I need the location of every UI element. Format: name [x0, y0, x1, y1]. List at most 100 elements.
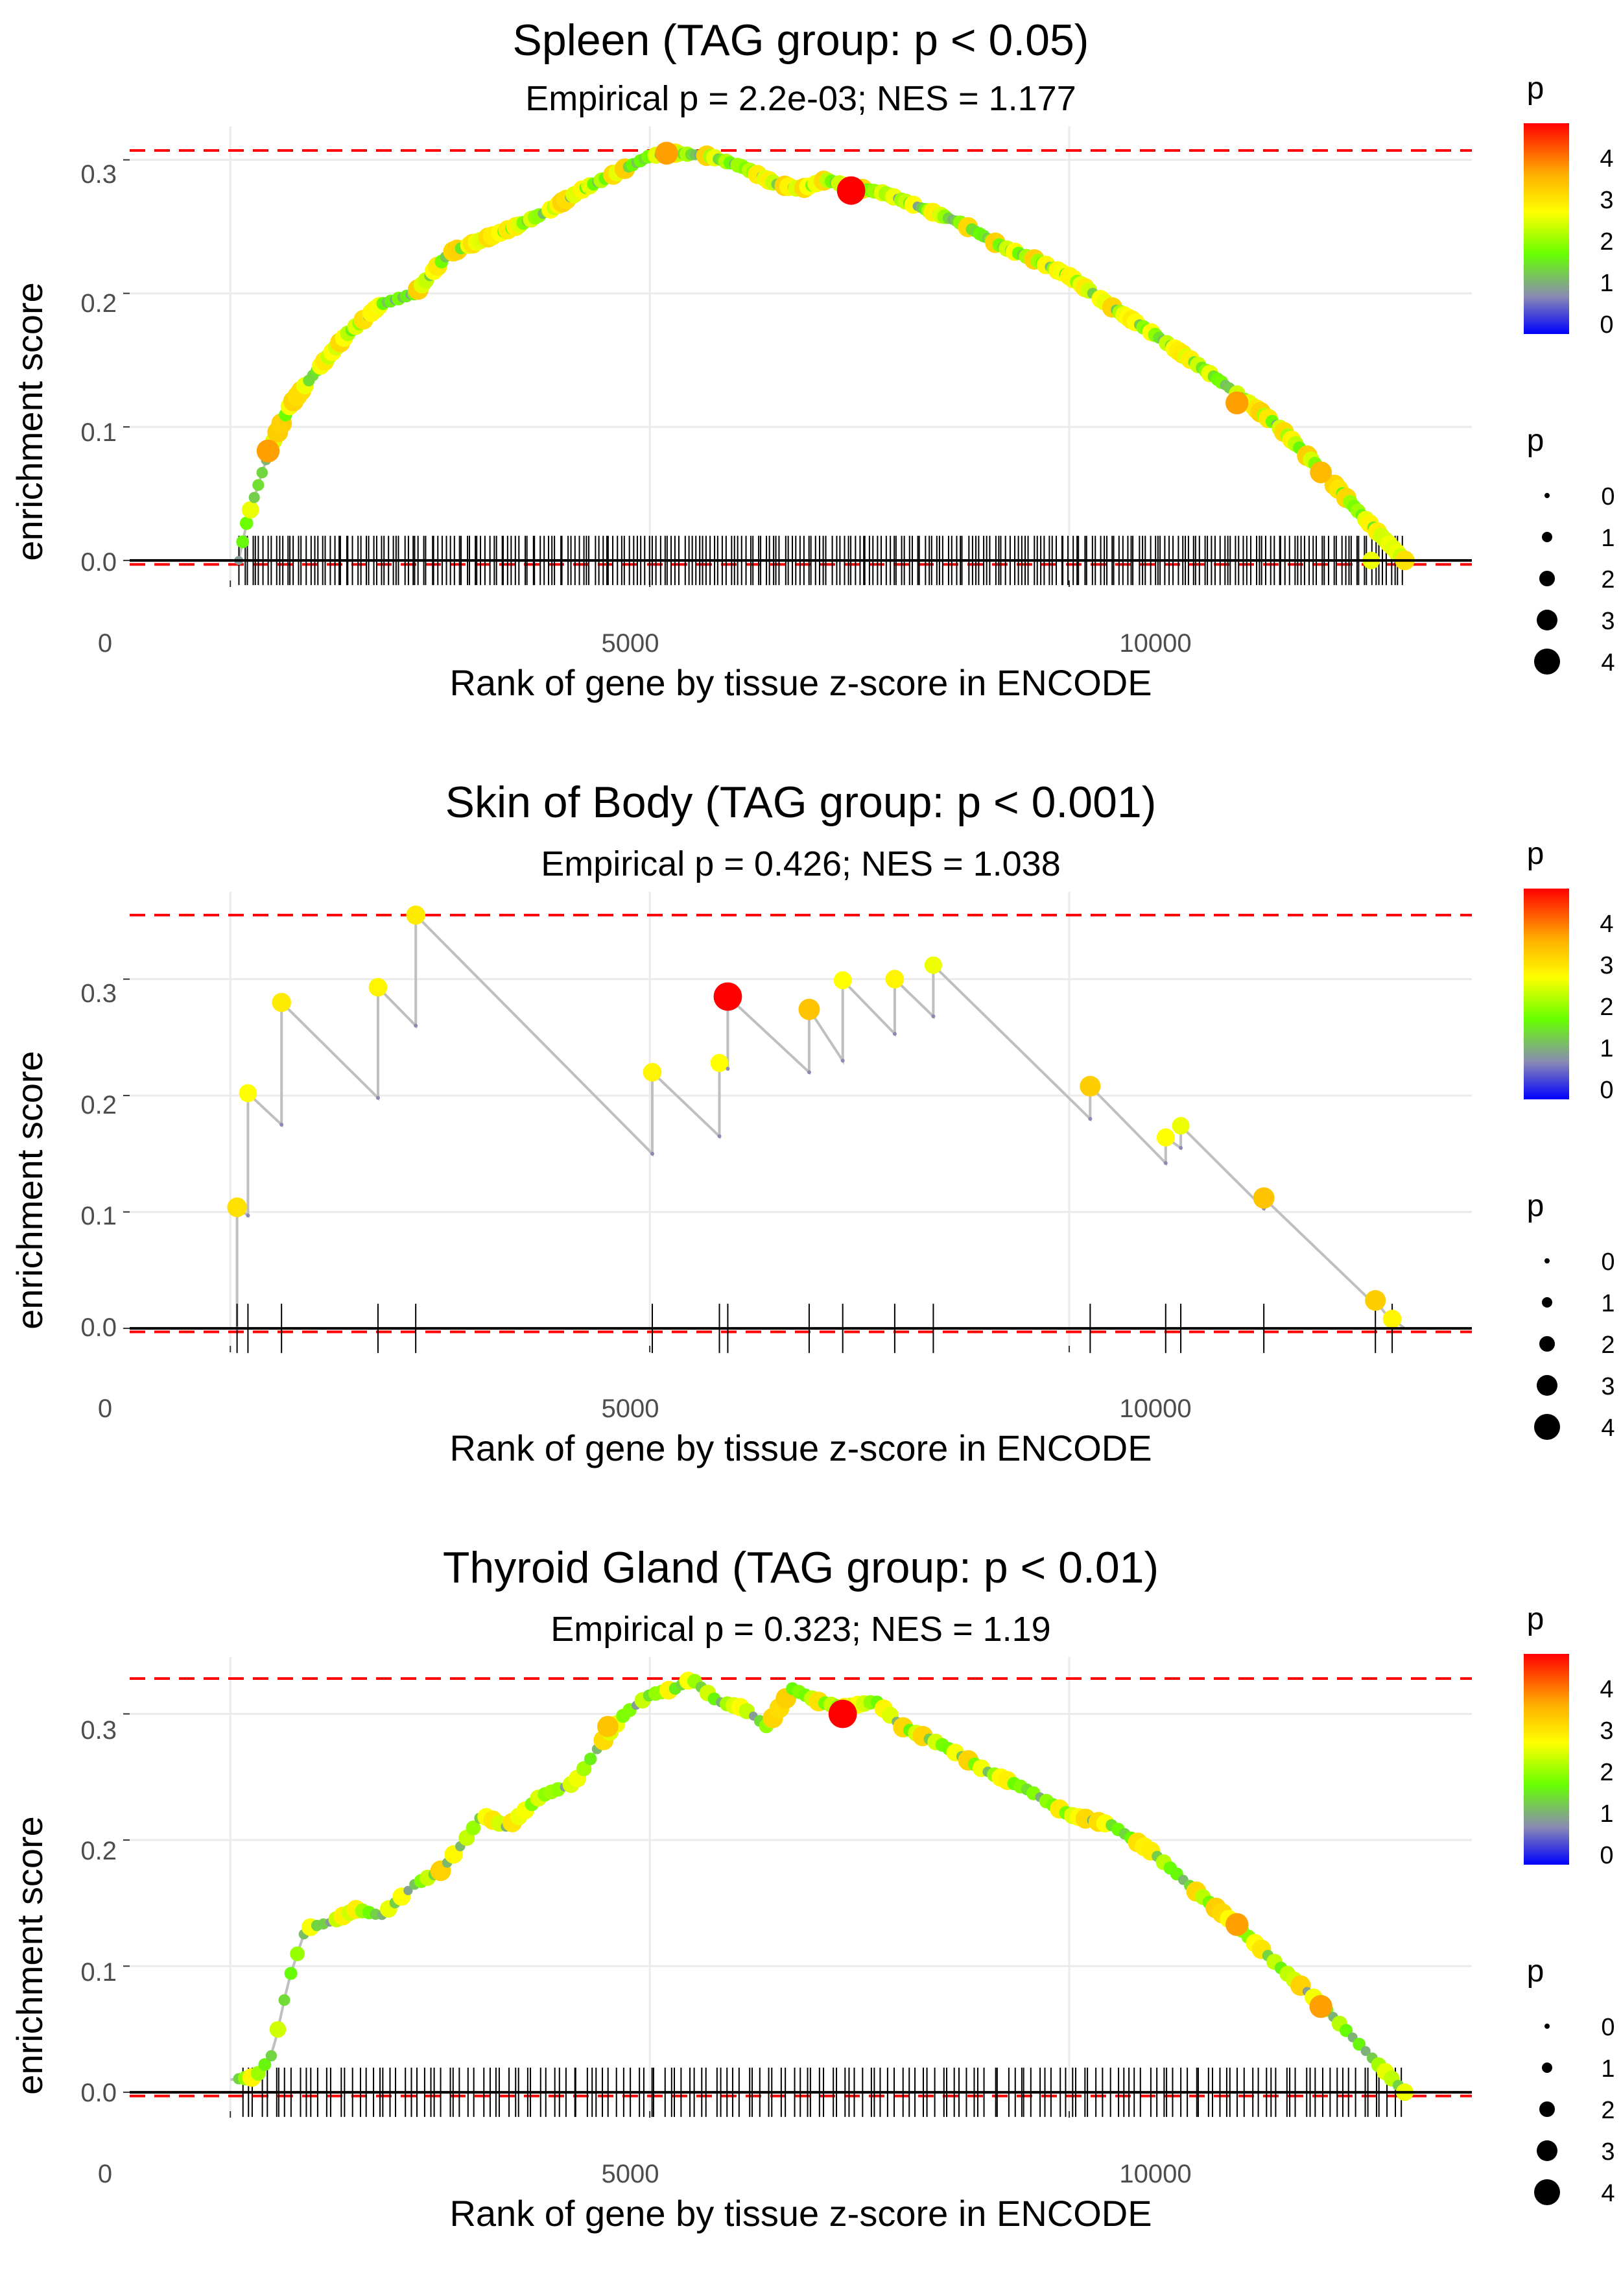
y-axis-label: enrichment score: [9, 282, 50, 561]
data-point: [239, 516, 254, 530]
size-legend-dot: [1537, 1375, 1557, 1396]
data-point: [584, 1752, 597, 1765]
panel-skin-of-body: Skin of Body (TAG group: p < 0.001) Empi…: [0, 765, 1621, 1531]
data-point: [597, 1716, 619, 1738]
x-tick-label: 10000: [1119, 1394, 1191, 1423]
data-point-small: [375, 1095, 380, 1100]
data-point-small: [1179, 1145, 1183, 1150]
x-tick-label: 10000: [1119, 2160, 1191, 2188]
data-point-small: [892, 1031, 897, 1036]
data-point: [258, 2058, 272, 2071]
color-tick-label: 4: [1600, 1676, 1613, 1703]
size-legend-title: p: [1527, 1954, 1544, 1989]
y-tick-label: 0.1: [80, 1958, 117, 1987]
data-point: [403, 1885, 413, 1895]
size-legend-dot: [1539, 571, 1555, 586]
x-tick-label: 5000: [602, 1394, 659, 1423]
data-point: [256, 466, 268, 479]
data-point: [885, 970, 905, 988]
data-point-small: [931, 1014, 936, 1019]
data-point: [1309, 1994, 1332, 2018]
color-legend: p 0 1 2 3 4: [1524, 837, 1614, 1104]
x-tick-label: 0: [98, 629, 112, 658]
data-point: [1382, 1309, 1402, 1329]
y-tick-label: 0.0: [80, 2079, 117, 2107]
data-point: [252, 479, 265, 491]
x-tick-label: 0: [98, 2160, 112, 2188]
data-point-small: [726, 1066, 730, 1071]
color-bar: [1524, 123, 1569, 334]
color-bar: [1524, 889, 1569, 1099]
data-point: [466, 1821, 481, 1836]
color-tick-label: 0: [1600, 1842, 1613, 1869]
chart-subtitle: Empirical p = 0.323; NES = 1.19: [550, 1610, 1050, 1649]
size-legend-label: 1: [1601, 525, 1615, 552]
data-point: [1172, 1117, 1190, 1135]
data-point-small: [650, 1151, 655, 1156]
color-legend-title: p: [1527, 71, 1544, 106]
x-tick-label: 5000: [602, 629, 659, 658]
enrichment-curve: [235, 912, 1406, 1330]
data-point: [256, 439, 280, 462]
data-point: [272, 992, 291, 1012]
panel-thyroid-gland: Thyroid Gland (TAG group: p < 0.01) Empi…: [0, 1531, 1621, 2296]
data-point: [576, 1761, 592, 1776]
chart-title: Skin of Body (TAG group: p < 0.001): [445, 778, 1157, 827]
size-legend-dot: [1542, 1297, 1552, 1308]
size-legend-dot: [1539, 2101, 1555, 2117]
size-legend-dot: [1542, 532, 1552, 542]
size-legend-title: p: [1527, 424, 1544, 458]
y-tick-label: 0.1: [80, 418, 117, 447]
data-point-small: [807, 1070, 811, 1075]
size-legend-label: 4: [1601, 2180, 1615, 2207]
chart-title: Thyroid Gland (TAG group: p < 0.01): [443, 1543, 1159, 1592]
data-point: [710, 1053, 729, 1072]
size-legend-dot: [1544, 493, 1550, 498]
color-tick-label: 2: [1600, 1759, 1613, 1786]
data-point-small: [246, 1213, 250, 1217]
color-tick-label: 1: [1600, 1800, 1613, 1828]
y-tick-label: 0.3: [80, 979, 117, 1008]
size-legend-label: 4: [1601, 649, 1615, 676]
data-point: [239, 1084, 257, 1103]
x-axis-label: Rank of gene by tissue z-score in ENCODE: [449, 662, 1152, 703]
data-point: [1365, 1289, 1386, 1311]
data-point: [798, 998, 820, 1020]
color-tick-label: 0: [1600, 1077, 1613, 1104]
color-tick-label: 4: [1600, 911, 1613, 938]
color-tick-label: 1: [1600, 1035, 1613, 1062]
panel-spleen: Spleen (TAG group: p < 0.05) Empirical p…: [0, 0, 1621, 765]
color-bar: [1524, 1654, 1569, 1865]
size-legend-dot: [1544, 2024, 1550, 2029]
data-point: [368, 977, 388, 997]
size-legend-label: 2: [1601, 566, 1615, 593]
data-point: [713, 982, 742, 1011]
size-legend-dot: [1534, 1414, 1560, 1440]
data-point: [836, 176, 866, 205]
x-tick-label: 0: [98, 1394, 112, 1423]
size-legend-label: 0: [1601, 1249, 1615, 1276]
data-point-small: [717, 1134, 722, 1138]
size-legend-label: 3: [1601, 1373, 1615, 1400]
size-legend-label: 3: [1601, 2138, 1615, 2166]
data-point-small: [1163, 1161, 1168, 1166]
color-legend-title: p: [1527, 837, 1544, 871]
data-point: [290, 1946, 305, 1961]
y-tick-label: 0.1: [80, 1202, 117, 1230]
data-point-small: [1088, 1117, 1093, 1121]
size-legend-dot: [1537, 610, 1557, 630]
x-tick-label: 10000: [1119, 629, 1191, 658]
color-tick-label: 4: [1600, 145, 1613, 173]
x-axis-label: Rank of gene by tissue z-score in ENCODE: [449, 1428, 1152, 1468]
color-tick-label: 2: [1600, 994, 1613, 1021]
size-legend-title: p: [1527, 1189, 1544, 1223]
data-point: [1225, 391, 1249, 414]
data-point: [643, 1062, 662, 1082]
data-point: [1310, 461, 1332, 484]
y-axis-label: enrichment score: [9, 1051, 50, 1330]
size-legend-label: 2: [1601, 2097, 1615, 2124]
chart-title: Spleen (TAG group: p < 0.05): [513, 16, 1089, 65]
size-legend-label: 0: [1601, 2014, 1615, 2041]
y-axis-label: enrichment score: [9, 1816, 50, 2095]
size-legend-label: 2: [1601, 1332, 1615, 1359]
